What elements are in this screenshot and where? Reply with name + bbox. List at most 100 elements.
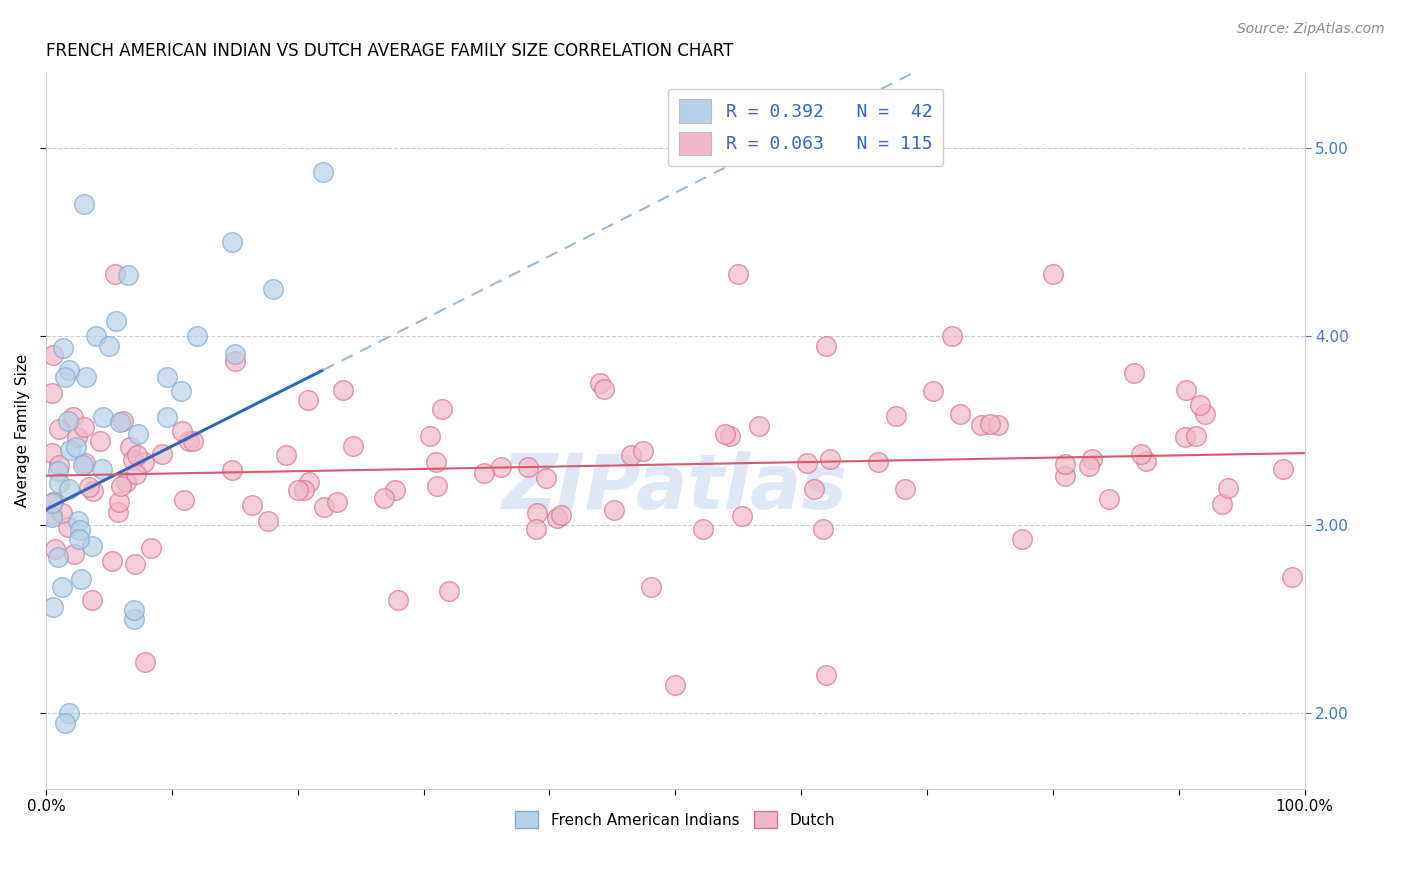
Point [107,504,129,518]
Point [922,384,945,399]
Point [979,417,1001,431]
Point [65,440,87,454]
Point [46,549,69,564]
Point [1098,492,1121,507]
Point [115,475,138,489]
Point [46,464,69,478]
Point [1053,469,1076,483]
Point [58,482,80,496]
Text: Source: ZipAtlas.com: Source: ZipAtlas.com [1237,22,1385,37]
Point [41,495,63,509]
Point [69,523,91,537]
Point [1175,384,1198,398]
Point [104,313,127,327]
Point [298,475,321,490]
Point [100,554,122,568]
Point [48,475,70,490]
Point [51,581,73,595]
Point [82,539,104,553]
Point [62,409,84,424]
Point [127,427,149,442]
Point [221,235,243,249]
Point [748,419,770,434]
Point [1053,457,1076,471]
Point [1184,429,1206,443]
Point [224,347,246,361]
Point [534,471,557,485]
Point [312,500,335,515]
Point [66,514,89,528]
Point [53,370,76,384]
Point [125,467,148,481]
Point [1189,398,1212,412]
Point [384,483,406,497]
Point [949,408,972,422]
Point [111,414,134,428]
Point [1272,462,1295,476]
Point [108,416,131,430]
Point [48,458,70,472]
Point [44,542,66,557]
Point [1281,570,1303,584]
Point [121,452,143,467]
Point [866,455,889,469]
Point [664,678,686,692]
Point [179,434,201,449]
Point [603,503,626,517]
Point [987,418,1010,433]
Point [517,460,540,475]
Point [1211,497,1233,511]
Point [884,409,907,423]
Point [120,440,142,454]
Point [134,655,156,669]
Point [58,520,80,534]
Point [426,479,449,493]
Point [1011,532,1033,546]
Point [796,456,818,470]
Point [1042,267,1064,281]
Point [815,668,838,682]
Point [221,463,243,477]
Point [1218,481,1240,495]
Point [122,612,145,626]
Point [803,482,825,496]
Point [42,495,65,509]
Point [75,456,97,470]
Point [472,466,495,480]
Point [73,419,96,434]
Point [524,522,547,536]
Legend: French American Indians, Dutch: French American Indians, Dutch [509,805,841,835]
Point [592,382,614,396]
Point [86,329,108,343]
Point [419,428,441,442]
Point [70,572,93,586]
Point [110,479,132,493]
Point [58,706,80,720]
Point [41,507,63,521]
Point [67,533,90,547]
Point [1122,366,1144,380]
Point [173,492,195,507]
Point [124,557,146,571]
Point [107,495,129,509]
Text: FRENCH AMERICAN INDIAN VS DUTCH AVERAGE FAMILY SIZE CORRELATION CHART: FRENCH AMERICAN INDIAN VS DUTCH AVERAGE … [46,42,734,60]
Point [811,522,834,536]
Point [489,459,512,474]
Point [73,197,96,211]
Point [127,449,149,463]
Point [287,483,309,497]
Point [257,514,280,528]
Point [342,439,364,453]
Point [631,443,654,458]
Text: ZIPatlas: ZIPatlas [502,450,848,524]
Point [82,484,104,499]
Point [970,417,993,432]
Point [150,446,173,460]
Point [77,480,100,494]
Point [58,363,80,377]
Point [42,348,65,362]
Point [274,448,297,462]
Point [818,451,841,466]
Point [75,370,97,384]
Point [122,602,145,616]
